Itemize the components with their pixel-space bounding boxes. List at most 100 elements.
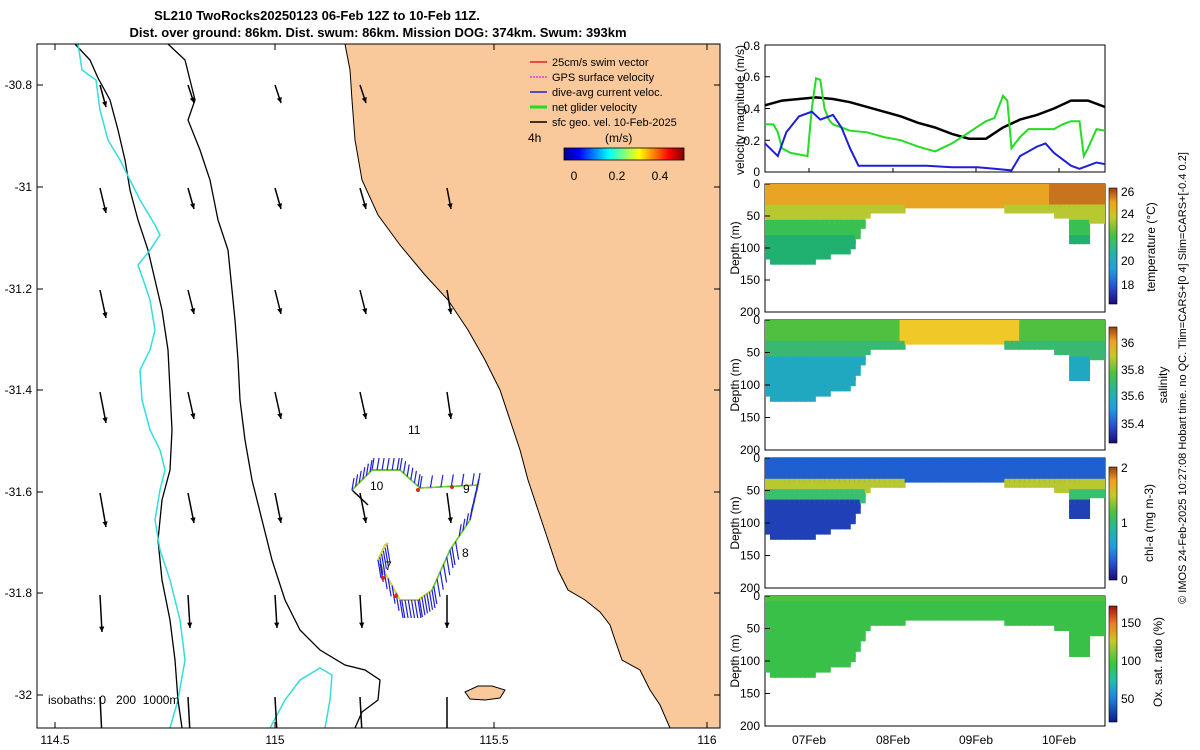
- depth-tick-temp-50: 50: [747, 209, 761, 223]
- section-cell: [779, 606, 786, 616]
- section-cell: [879, 611, 886, 621]
- section-cell: [934, 335, 941, 345]
- section-cell: [809, 606, 816, 616]
- dive-current-tick-7: [376, 457, 380, 471]
- section-cell: [864, 484, 871, 493]
- section-cell: [1079, 632, 1086, 642]
- section-cell: [794, 515, 801, 525]
- section-cell: [1079, 330, 1086, 340]
- section-cell: [859, 335, 866, 345]
- section-cell: [774, 601, 781, 611]
- section-cell: [1084, 499, 1091, 509]
- section-cell: [774, 648, 781, 657]
- section-cell: [794, 214, 801, 224]
- section-cell: [779, 530, 786, 540]
- section-cell: [954, 194, 961, 204]
- section-cell: [839, 596, 846, 605]
- section-cell: [844, 189, 851, 199]
- section-cell: [814, 627, 821, 637]
- section-cell: [779, 510, 786, 519]
- section-cell: [1054, 204, 1061, 214]
- section-cell: [804, 335, 811, 345]
- section-cell: [1069, 648, 1076, 657]
- section-cell: [879, 606, 886, 616]
- geo-arrowhead-16: [277, 413, 283, 419]
- section-cell: [1054, 622, 1061, 631]
- section-cell: [1074, 335, 1081, 345]
- section-cell: [929, 184, 936, 193]
- section-cell: [784, 637, 791, 647]
- section-cell: [809, 463, 816, 473]
- section-cell: [874, 458, 881, 467]
- depth-tick-chl-100: 100: [740, 516, 760, 530]
- section-cell: [784, 632, 791, 642]
- section-cell: [874, 194, 881, 204]
- section-cell: [779, 194, 786, 204]
- section-cell: [1044, 611, 1051, 621]
- geo-arrowhead-2: [276, 97, 282, 103]
- geo-arrow-30: [187, 696, 191, 728]
- section-cell: [784, 494, 791, 504]
- section-cell: [854, 330, 861, 340]
- dive-current-tick-41: [433, 585, 438, 605]
- section-cell: [884, 473, 891, 483]
- geo-arrowhead-6: [277, 203, 283, 209]
- section-cell: [774, 351, 781, 361]
- section-cell: [774, 463, 781, 473]
- section-cell: [1079, 325, 1086, 335]
- current-ticks: [351, 457, 481, 619]
- section-cell: [779, 648, 786, 657]
- section-cell: [1089, 204, 1096, 214]
- section-cell: [839, 214, 846, 224]
- section-cell: [1084, 632, 1091, 642]
- section-cell: [844, 209, 851, 219]
- section-cell: [859, 204, 866, 214]
- section-cell: [1074, 189, 1081, 199]
- section-cell: [1034, 606, 1041, 616]
- section-cell: [1064, 199, 1071, 209]
- section-cell: [1074, 611, 1081, 621]
- section-cell: [794, 366, 801, 376]
- section-cell: [939, 320, 946, 329]
- section-cell: [1039, 468, 1046, 478]
- section-cell: [829, 361, 836, 371]
- swim-vector-3: [450, 485, 454, 489]
- section-cell: [799, 478, 806, 488]
- section-cell: [1069, 611, 1076, 621]
- section-cell: [1059, 463, 1066, 473]
- section-cell: [914, 189, 921, 199]
- section-cell: [909, 199, 916, 209]
- speed-colorbar: [563, 147, 685, 161]
- section-cell: [809, 473, 816, 483]
- section-cell: [1084, 204, 1091, 214]
- section-cell: [1034, 468, 1041, 478]
- section-cell: [829, 499, 836, 509]
- section-cell: [879, 204, 886, 214]
- section-cell: [1029, 330, 1036, 340]
- section-cell: [939, 606, 946, 616]
- section-cell: [794, 219, 801, 229]
- section-cell: [829, 478, 836, 488]
- legend-geo: sfc geo. vel. 10-Feb-2025: [552, 117, 677, 129]
- section-cell: [819, 596, 826, 605]
- section-cell: [839, 346, 846, 355]
- section-cell: [839, 209, 846, 219]
- section-cell: [809, 504, 816, 514]
- section-cell: [1014, 473, 1021, 483]
- section-cell: [904, 325, 911, 335]
- section-cell: [929, 325, 936, 335]
- section-cell: [794, 463, 801, 473]
- section-cell: [889, 194, 896, 204]
- section-cell: [994, 611, 1001, 621]
- section-cell: [789, 478, 796, 488]
- section-cell: [969, 458, 976, 467]
- section-cell: [789, 245, 796, 255]
- section-cell: [789, 668, 796, 678]
- section-cell: [1069, 637, 1076, 647]
- section-cell: [774, 214, 781, 224]
- section-cell: [839, 230, 846, 240]
- section-cell: [849, 199, 856, 209]
- section-cell: [829, 632, 836, 642]
- section-cell: [844, 325, 851, 335]
- section-cell: [765, 219, 771, 229]
